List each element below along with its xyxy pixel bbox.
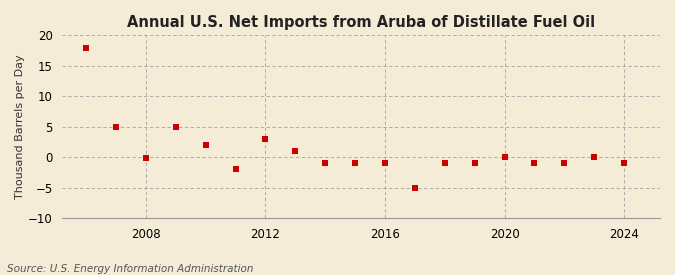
Point [469,161,480,166]
Text: Source: U.S. Energy Information Administration: Source: U.S. Energy Information Administ… [7,264,253,274]
Point [170,125,181,129]
Point [140,156,151,161]
Point [350,161,360,166]
Point [200,143,211,147]
Point [290,149,301,153]
Point [589,155,599,159]
Point [529,161,540,166]
Y-axis label: Thousand Barrels per Day: Thousand Barrels per Day [15,54,25,199]
Point [230,167,241,172]
Point [379,161,390,166]
Point [410,185,421,190]
Point [81,45,92,50]
Point [111,125,122,129]
Point [439,161,450,166]
Point [619,161,630,166]
Point [559,161,570,166]
Point [320,161,331,166]
Point [260,137,271,141]
Point [500,155,510,159]
Title: Annual U.S. Net Imports from Aruba of Distillate Fuel Oil: Annual U.S. Net Imports from Aruba of Di… [127,15,595,30]
